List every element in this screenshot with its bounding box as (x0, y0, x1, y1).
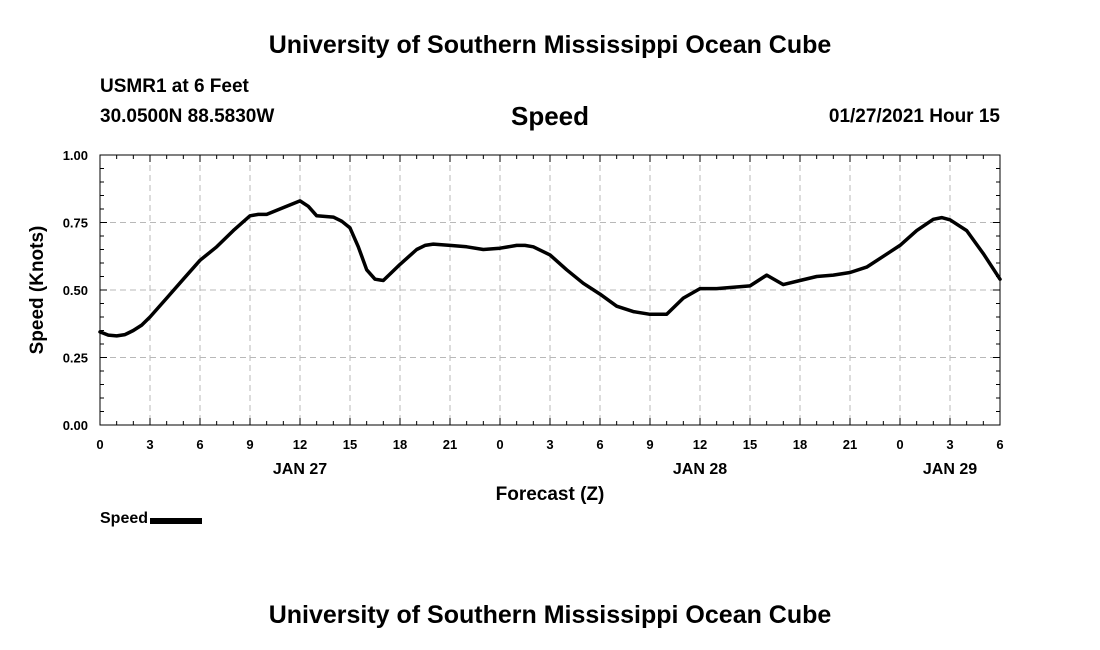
legend: Speed (100, 510, 203, 528)
page-title: University of Southern Mississippi Ocean… (268, 31, 832, 59)
x-tick-label: 0 (96, 437, 103, 452)
x-tick-label: 21 (843, 437, 857, 452)
x-tick-label: 18 (793, 437, 807, 452)
x-tick-label: 6 (596, 437, 603, 452)
chart-title: Speed (510, 101, 590, 131)
x-axis-label: Forecast (Z) (496, 484, 605, 505)
date-label: JAN 28 (673, 461, 727, 478)
timestamp-label: 01/27/2021 Hour 15 (828, 106, 1000, 127)
x-tick-label: 18 (393, 437, 407, 452)
y-tick-label: 0.75 (63, 216, 88, 231)
x-tick-label: 3 (946, 437, 953, 452)
y-tick-label: 1.00 (63, 148, 88, 163)
series-layer (98, 199, 1002, 338)
date-label: JAN 27 (273, 461, 327, 478)
x-tick-label: 0 (496, 437, 503, 452)
y-axis-label: Speed (Knots) (27, 226, 48, 355)
axis-ticks (99, 154, 1001, 426)
x-tick-label: 6 (196, 437, 203, 452)
x-tick-label: 3 (546, 437, 553, 452)
y-tick-label: 0.25 (63, 351, 88, 366)
x-tick-label: 15 (743, 437, 757, 452)
y-tick-label: 0.00 (63, 418, 88, 433)
x-tick-label: 9 (246, 437, 253, 452)
axis-tick-labels: 0 3 6 9 12 15 18 21 0 3 6 9 12 15 18 21 0 3 6 0.00 0.25 0.50 0… (63, 148, 1004, 478)
station-label: USMR1 at 6 Feet (100, 76, 249, 97)
date-label: JAN 29 (923, 461, 977, 478)
grid (100, 155, 1000, 425)
x-tick-label: 0 (896, 437, 903, 452)
x-tick-label: 21 (443, 437, 457, 452)
x-tick-label: 15 (343, 437, 357, 452)
x-tick-label: 12 (293, 437, 307, 452)
x-tick-label: 6 (996, 437, 1003, 452)
x-tick-label: 3 (146, 437, 153, 452)
legend-swatch (150, 518, 203, 524)
y-tick-label: 0.50 (63, 283, 88, 298)
legend-label: Speed (100, 510, 149, 527)
x-tick-label: 9 (646, 437, 653, 452)
footer-title: University of Southern Mississippi Ocean… (268, 601, 832, 629)
series-line-speed (98, 199, 1002, 338)
coordinates-label: 30.0500N 88.5830W (100, 106, 275, 127)
x-tick-label: 12 (693, 437, 707, 452)
